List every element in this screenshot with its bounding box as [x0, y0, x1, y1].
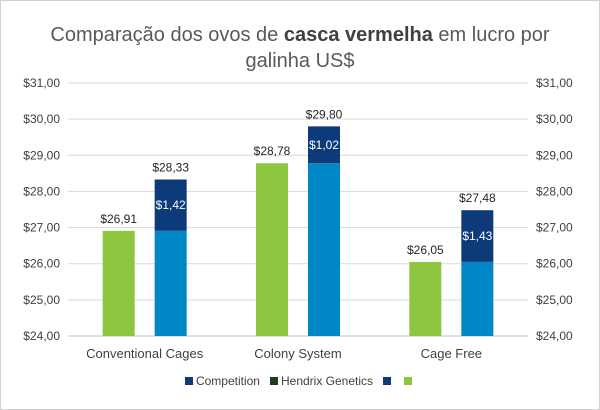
y-tick-label-right: $31,00: [536, 76, 573, 90]
bar-hendrix: [256, 163, 288, 336]
x-axis: Conventional Cages Colony System Cage Free: [86, 346, 482, 361]
data-labels: $26,91 $1,42 $28,33 $28,78 $1,02 $29,80 $26,05…: [100, 107, 496, 257]
legend-item: [383, 374, 394, 388]
bar-hendrix: [409, 261, 442, 336]
legend-item: Competition: [184, 374, 260, 388]
data-label-hendrix: $26,91: [100, 212, 137, 226]
legend-item: Hendrix Genetics: [269, 374, 374, 388]
y-tick-label-left: $27,00: [23, 221, 60, 235]
legend-label: Competition: [195, 374, 260, 388]
data-label-total: $28,33: [152, 161, 189, 175]
y-tick-label-left: $30,00: [23, 112, 60, 126]
y-tick-label-right: $26,00: [536, 257, 573, 271]
data-label-total: $27,48: [459, 191, 496, 205]
data-label-total: $29,80: [306, 107, 343, 121]
y-axis-left: $24,00 $25,00 $26,00 $27,00 $28,00 $29,00 $30,…: [23, 76, 60, 343]
chart-title-part-2: em lucro por galinha US$: [245, 24, 550, 72]
data-label-hendrix: $26,05: [407, 243, 444, 257]
y-tick-label-left: $24,00: [23, 329, 60, 343]
data-label-increment: $1,43: [462, 229, 492, 243]
chart-title: Comparação dos ovos de casca vermelha em…: [40, 22, 560, 74]
y-tick-label-left: $31,00: [23, 76, 60, 90]
x-category-label: Conventional Cages: [86, 346, 204, 361]
y-tick-label-right: $30,00: [536, 112, 573, 126]
x-category-label: Colony System: [254, 346, 341, 361]
bars: [102, 126, 494, 336]
bar-competition-increment: [308, 126, 340, 164]
y-tick-label-right: $27,00: [536, 221, 573, 235]
y-tick-label-left: $29,00: [23, 148, 60, 162]
bar-competition-increment: [154, 179, 187, 231]
legend-swatch: [404, 377, 413, 385]
bar-competition-increment: [461, 210, 494, 262]
y-tick-label-left: $28,00: [23, 184, 60, 198]
legend-label: Hendrix Genetics: [280, 374, 374, 388]
y-axis-right: $24,00 $25,00 $26,00 $27,00 $28,00 $29,00 $30,…: [536, 76, 573, 343]
y-tick-label-right: $25,00: [536, 293, 573, 307]
y-tick-label-left: $25,00: [23, 293, 60, 307]
bar-competition-base: [308, 163, 340, 336]
legend-swatch: [383, 377, 392, 385]
legend-swatch: [184, 377, 193, 385]
chart-title-bold: casca vermelha: [283, 24, 433, 46]
legend: Competition Hendrix Genetics: [0, 374, 600, 388]
y-tick-label-left: $26,00: [23, 257, 60, 271]
y-tick-label-right: $24,00: [536, 329, 573, 343]
bar-competition-base: [461, 261, 494, 336]
y-tick-label-right: $29,00: [536, 148, 573, 162]
y-tick-label-right: $28,00: [536, 184, 573, 198]
x-category-label: Cage Free: [421, 346, 482, 361]
data-label-increment: $1,02: [309, 138, 339, 152]
chart-title-part-1: Comparação dos ovos de: [50, 24, 284, 46]
bar-hendrix: [102, 230, 135, 336]
gridlines: [68, 82, 528, 337]
data-label-increment: $1,42: [156, 198, 186, 212]
legend-item: [404, 374, 415, 388]
bar-competition-base: [154, 230, 187, 336]
data-label-hendrix: $28,78: [254, 144, 291, 158]
legend-swatch: [269, 377, 278, 385]
